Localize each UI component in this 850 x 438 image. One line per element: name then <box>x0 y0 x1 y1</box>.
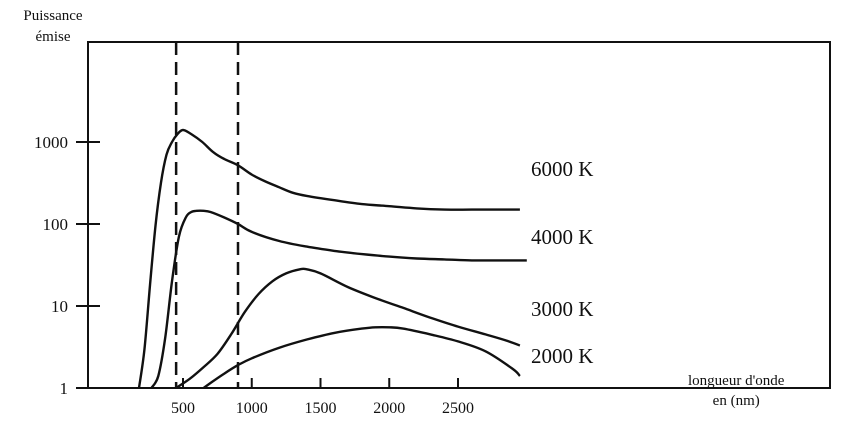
x-tick-label-2000: 2000 <box>373 400 405 417</box>
y-tick-label-1: 1 <box>60 379 69 398</box>
x-axis-label-line-2: en (nm) <box>712 393 760 409</box>
x-tick-label-500: 500 <box>171 400 195 417</box>
series-curves <box>137 128 527 389</box>
series-line-6000k <box>137 128 520 389</box>
y-axis-label-line-1: Puissance <box>23 8 83 24</box>
series-label-3000k: 3000 K <box>531 297 594 321</box>
y-tick-label-100: 100 <box>43 215 69 234</box>
y-axis-label: Puissance émise <box>8 6 98 48</box>
plot-frame <box>87 41 831 389</box>
y-tick-label-10: 10 <box>51 297 68 316</box>
series-label-6000k: 6000 K <box>531 157 594 181</box>
series-label-4000k: 4000 K <box>531 225 594 249</box>
series-line-2000k <box>202 325 521 389</box>
y-axis-label-line-2: émise <box>35 29 71 45</box>
series-label-2000k: 2000 K <box>531 344 594 368</box>
x-tick-label-1500: 1500 <box>305 400 337 417</box>
series-line-3000k <box>175 267 521 389</box>
x-tick-label-1000: 1000 <box>236 400 268 417</box>
reference-lines <box>174 42 240 388</box>
series-line-4000k <box>150 209 527 389</box>
x-tick-label-2500: 2500 <box>442 400 474 417</box>
y-tick-label-1000: 1000 <box>34 133 68 152</box>
x-axis-label: longueur d'onde en (nm) <box>688 371 784 411</box>
x-axis-label-line-1: longueur d'onde <box>688 373 785 389</box>
y-axis-ticks: 1 10 100 1000 <box>34 133 100 398</box>
x-axis-ticks: 500 1000 1500 2000 2500 <box>171 378 474 417</box>
